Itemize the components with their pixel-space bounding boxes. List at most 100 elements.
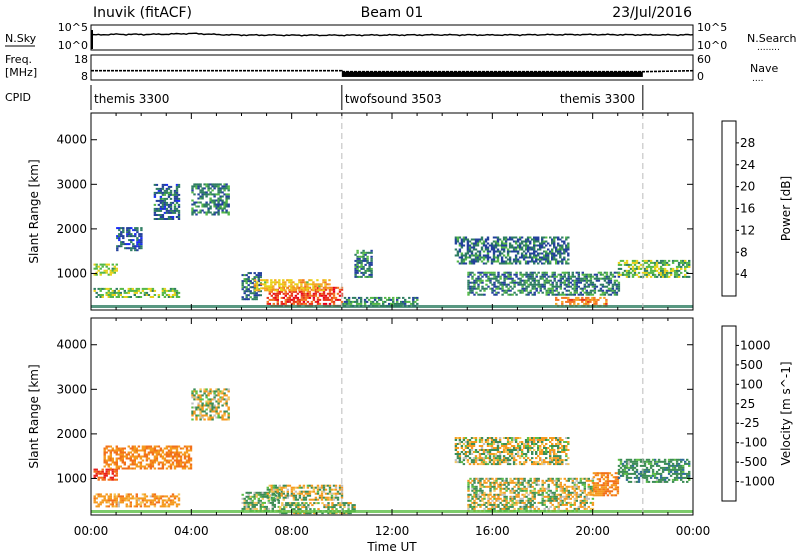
heatmap-cell — [460, 240, 464, 243]
heatmap-cell — [103, 455, 106, 458]
heatmap-cell — [485, 273, 488, 276]
heatmap-cell — [567, 273, 570, 276]
heatmap-cell — [589, 275, 593, 278]
heatmap-cell — [466, 447, 470, 449]
heatmap-cell — [653, 269, 657, 272]
heatmap-cell — [573, 289, 576, 292]
heatmap-cell — [125, 296, 128, 298]
heatmap-cell — [553, 495, 556, 498]
heatmap-cell — [521, 499, 524, 502]
heatmap-cell — [117, 495, 120, 498]
heatmap-cell — [519, 279, 522, 282]
heatmap-cell — [221, 392, 224, 395]
heatmap-cell — [245, 501, 248, 504]
heatmap-cell — [191, 213, 194, 216]
heatmap-cell — [119, 459, 122, 462]
heatmap-cell — [526, 443, 530, 445]
heatmap-cell — [489, 287, 492, 290]
heatmap-cell — [173, 203, 177, 206]
heatmap-cell — [482, 256, 486, 259]
heatmap-cell — [555, 287, 558, 290]
heatmap-cell — [553, 238, 556, 241]
heatmap-cell — [514, 463, 518, 466]
heatmap-cell — [524, 260, 528, 263]
heatmap-cell — [559, 461, 562, 464]
heatmap-cell — [541, 489, 544, 492]
heatmap-cell — [243, 503, 246, 506]
heatmap-cell — [133, 289, 136, 292]
heatmap-cell — [132, 245, 135, 248]
heatmap-cell — [541, 441, 544, 443]
heatmap-cell — [501, 507, 504, 510]
heatmap-cell — [107, 296, 110, 298]
heatmap-cell — [512, 258, 516, 261]
heatmap-cell — [481, 497, 484, 500]
heatmap-cell — [563, 256, 566, 259]
heatmap-cell — [535, 256, 538, 259]
heatmap-cell — [547, 463, 550, 466]
heatmap-cell — [599, 277, 603, 280]
heatmap-cell — [547, 487, 550, 490]
heatmap-cell — [191, 211, 194, 214]
heatmap-cell — [533, 240, 536, 243]
heatmap-cell — [623, 273, 627, 276]
heatmap-cell — [171, 455, 175, 458]
heatmap-cell — [498, 238, 502, 241]
heatmap-cell — [545, 254, 548, 257]
heatmap-cell — [504, 240, 508, 243]
heatmap-cell — [288, 289, 291, 292]
heatmap-cell — [571, 293, 574, 296]
heatmap-cell — [595, 302, 598, 305]
heatmap-cell — [384, 300, 387, 303]
heatmap-cell — [533, 463, 536, 466]
heatmap-cell — [464, 457, 468, 460]
heatmap-cell — [165, 453, 169, 456]
heatmap-cell — [113, 269, 116, 272]
heatmap-cell — [567, 457, 570, 460]
heatmap-cell — [543, 285, 546, 288]
heatmap-cell — [563, 441, 566, 443]
heatmap-cell — [667, 263, 671, 266]
heatmap-cell — [97, 265, 100, 268]
heatmap-cell — [95, 271, 98, 274]
heatmap-cell — [318, 494, 322, 497]
heatmap-cell — [581, 489, 584, 492]
heatmap-cell — [161, 193, 165, 196]
heatmap-cell — [585, 298, 588, 301]
heatmap-cell — [145, 287, 149, 290]
heatmap-cell — [483, 501, 486, 504]
heatmap-cell — [211, 398, 214, 401]
heatmap-cell — [526, 439, 530, 441]
heatmap-cell — [151, 501, 155, 504]
heatmap-cell — [561, 300, 564, 303]
heatmap-cell — [577, 507, 580, 510]
heatmap-cell — [185, 461, 189, 464]
heatmap-cell — [545, 258, 548, 261]
heatmap-cell — [503, 273, 506, 276]
heatmap-cell — [241, 493, 244, 496]
heatmap-cell — [169, 453, 173, 456]
heatmap-cell — [340, 484, 344, 487]
heatmap-cell — [472, 459, 476, 462]
heatmap-cell — [408, 296, 411, 299]
heatmap-cell — [508, 258, 512, 261]
heatmap-cell — [563, 497, 566, 500]
heatmap-cell — [347, 302, 351, 305]
heatmap-cell — [173, 447, 177, 450]
heatmap-cell — [469, 287, 472, 290]
heatmap-cell — [277, 501, 280, 504]
heatmap-cell — [486, 445, 490, 447]
heatmap-cell — [169, 218, 173, 220]
heatmap-cell — [270, 490, 273, 493]
heatmap-cell — [573, 300, 576, 303]
heatmap-cell — [561, 236, 564, 239]
heatmap-cell — [282, 289, 285, 292]
heatmap-cell — [247, 503, 250, 506]
heatmap-cell — [557, 461, 560, 464]
heatmap-cell — [518, 449, 522, 451]
heatmap-cell — [266, 492, 269, 495]
heatmap-cell — [354, 259, 357, 262]
heatmap-cell — [278, 496, 281, 499]
heatmap-cell — [177, 291, 181, 294]
